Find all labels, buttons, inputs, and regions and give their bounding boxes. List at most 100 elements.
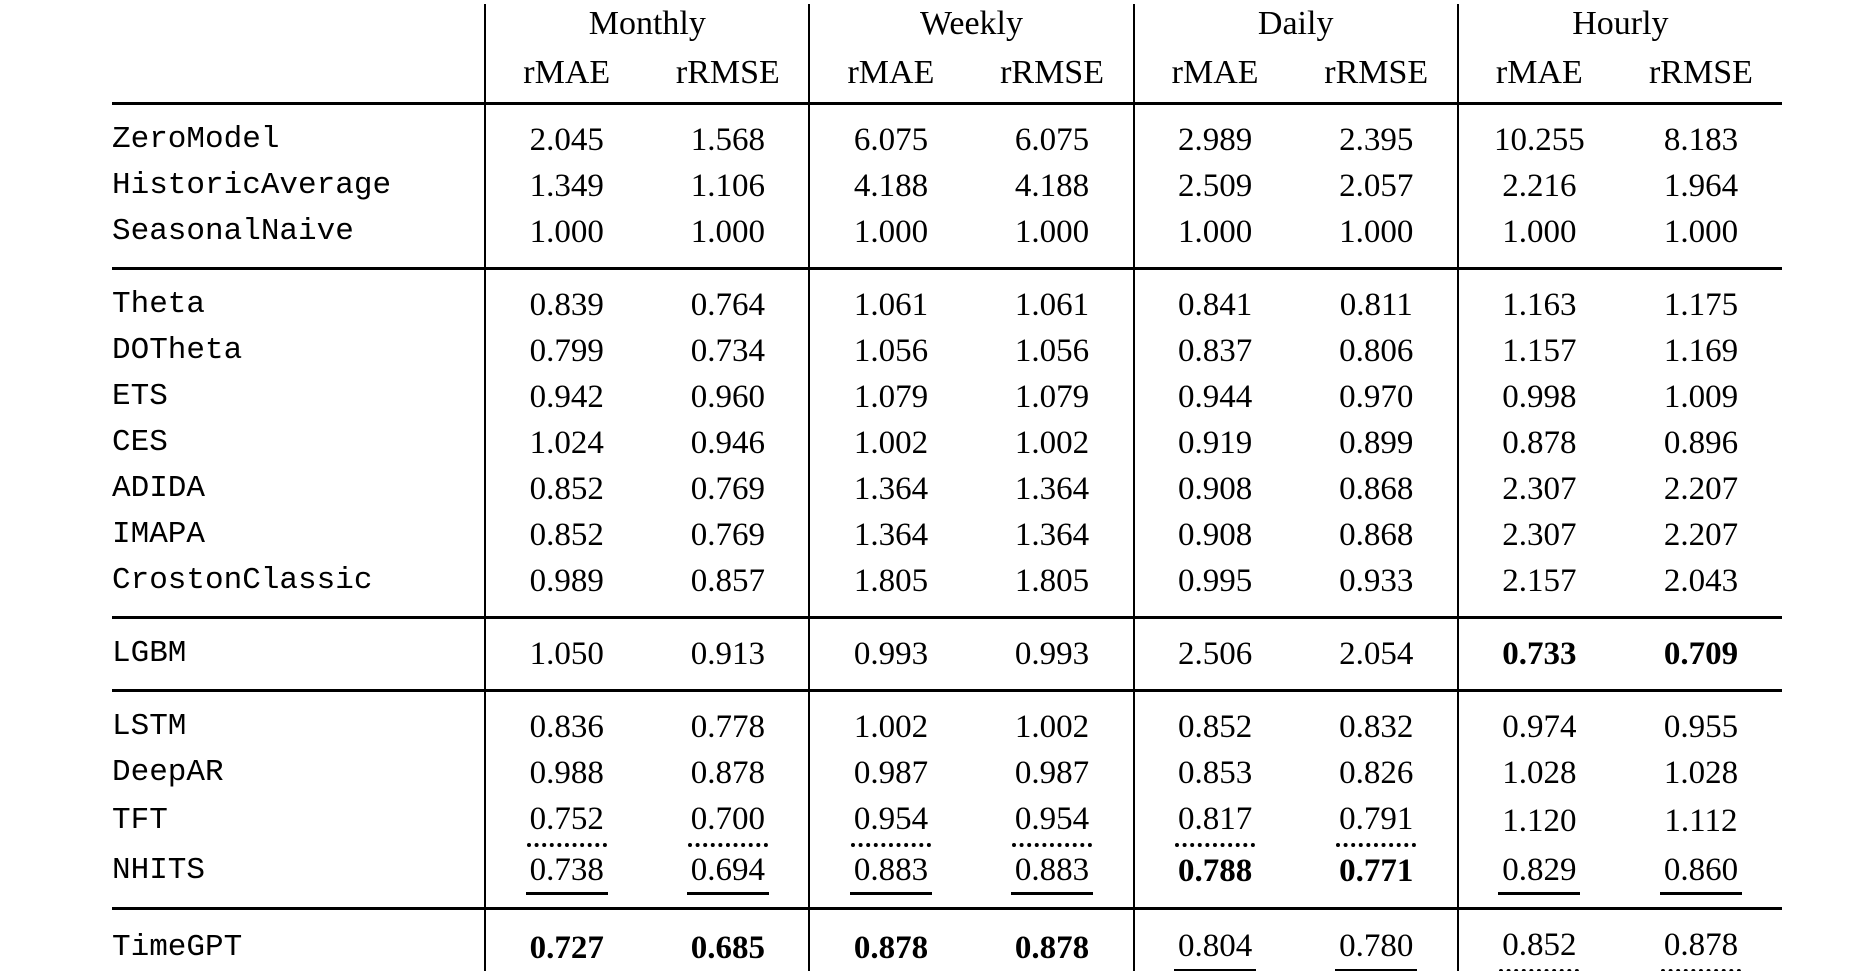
metric-value: 1.079: [1014, 379, 1090, 415]
metric-value: 0.811: [1339, 287, 1413, 323]
model-name-cell: CES: [112, 425, 168, 460]
metric-value: 0.826: [1339, 755, 1414, 791]
metric-value-cell: 0.987: [971, 750, 1133, 796]
subheader-hourly-rmae: rMAE: [1456, 44, 1620, 104]
metric-value-cell: 1.349: [484, 163, 648, 209]
metric-value: 0.933: [1339, 563, 1414, 599]
metric-value-cell: 0.908: [1132, 466, 1296, 512]
metric-value-cell: 8.183: [1619, 102, 1782, 163]
subheader-daily-rmae: rMAE: [1132, 44, 1296, 104]
metric-value: 0.837: [1178, 333, 1253, 369]
subheader-weekly-rrmse: rRMSE: [1000, 54, 1104, 91]
metric-value-cell: 1.002: [808, 689, 972, 750]
metric-value: 0.960: [690, 379, 765, 415]
table-row: NHITS 0.738 0.694 0.883 0.883 0.788 0.771 0.829…: [112, 846, 1782, 909]
metric-value-cell: 0.993: [971, 616, 1134, 691]
header-metric-row: rMAE rRMSE rMAE rRMSE rMAE rRMSE rMAE rR…: [112, 44, 1782, 104]
metric-value-cell: 2.509: [1132, 163, 1296, 209]
metric-value-cell: 0.987: [808, 750, 972, 796]
metric-value-cell: 2.045: [484, 102, 648, 163]
metric-value: 0.883: [1010, 852, 1094, 896]
metric-value-cell: 1.805: [971, 558, 1133, 618]
metric-value: 0.987: [853, 755, 929, 791]
corner-cell: [112, 44, 485, 104]
table-row: TFT 0.752 0.700 0.954 0.954 0.817 0.791 1.120 1.…: [112, 796, 1782, 847]
model-name-cell: LGBM: [112, 616, 486, 691]
metric-value-cell: 0.944: [1132, 374, 1296, 420]
metric-value-cell: 0.974: [1456, 689, 1620, 750]
metric-value: 1.169: [1663, 333, 1739, 369]
metric-value: 0.806: [1339, 333, 1414, 369]
metric-value: 8.183: [1663, 122, 1739, 158]
table-row: CES 1.024 0.946 1.002 1.002 0.919 0.899 0.878 0.…: [112, 420, 1782, 466]
metric-value-cell: 2.989: [1132, 102, 1296, 163]
metric-value: 0.899: [1339, 425, 1414, 461]
table-row: LSTM 0.836 0.778 1.002 1.002 0.852 0.832 0.974 0…: [112, 689, 1782, 750]
model-name-cell: ADIDA: [112, 471, 206, 506]
metric-value: 1.805: [853, 563, 929, 599]
subheader-daily-rrmse: rRMSE: [1324, 54, 1429, 91]
metric-value-cell: 2.207: [1620, 512, 1782, 558]
metric-value-cell: 0.878: [1456, 420, 1620, 466]
metric-value: 0.839: [529, 287, 604, 323]
group-header-weekly: Weekly: [808, 4, 1134, 44]
metric-value-cell: 0.993: [808, 616, 972, 691]
metric-value: 0.764: [690, 287, 765, 323]
metric-value-cell: 1.002: [971, 689, 1134, 750]
metric-value-cell: 0.878: [647, 750, 809, 796]
table-row: DOTheta 0.799 0.734 1.056 1.056 0.837 0.806 1.1…: [112, 328, 1782, 374]
metric-value-cell: 0.988: [484, 750, 648, 796]
metric-value: 2.157: [1502, 563, 1577, 599]
metric-value-cell: 0.998: [1456, 374, 1620, 420]
metric-value: 1.157: [1502, 333, 1577, 369]
metric-value: 1.364: [853, 471, 929, 507]
metric-value-cell: 0.780: [1295, 907, 1458, 971]
metric-value: 0.878: [1014, 929, 1090, 966]
metric-value: 0.780: [1335, 929, 1418, 971]
metric-value-cell: 0.764: [647, 267, 810, 328]
metric-value-cell: 0.908: [1132, 512, 1296, 558]
metric-value-cell: 1.079: [971, 374, 1133, 420]
metric-value: 2.506: [1178, 636, 1253, 672]
table-body: ZeroModel 2.045 1.568 6.075 6.075 2.989 2.395 1…: [112, 102, 1782, 971]
metric-value-cell: 0.841: [1132, 267, 1296, 328]
metric-value: 6.075: [1014, 122, 1090, 158]
metric-value-cell: 0.955: [1619, 689, 1782, 750]
metric-value-cell: 0.788: [1132, 846, 1296, 909]
metric-value: 1.009: [1663, 379, 1739, 415]
metric-value-cell: 0.919: [1132, 420, 1296, 466]
metric-value: 0.944: [1178, 379, 1253, 415]
metric-value: 2.216: [1502, 168, 1577, 204]
metric-value-cell: 0.878: [808, 907, 972, 971]
metric-value: 2.057: [1339, 168, 1414, 204]
metric-value: 1.568: [690, 122, 765, 158]
metric-value: 1.000: [1178, 214, 1253, 250]
metric-value: 0.752: [526, 802, 607, 847]
metric-value-cell: 1.364: [808, 466, 972, 512]
metric-value-cell: 1.364: [971, 466, 1133, 512]
metric-value-cell: 1.056: [971, 328, 1133, 374]
metric-value: 0.860: [1659, 852, 1743, 896]
metric-value: 0.836: [529, 709, 604, 745]
metric-value-cell: 1.002: [808, 420, 972, 466]
metric-value-cell: 1.106: [647, 163, 809, 209]
metric-value-cell: 1.028: [1620, 750, 1782, 796]
metric-value: 1.000: [690, 214, 765, 250]
metric-value: 0.989: [529, 563, 604, 599]
metric-value: 0.804: [1174, 929, 1257, 971]
metric-value-cell: 0.878: [1619, 907, 1782, 971]
model-name-cell: DeepAR: [112, 755, 224, 790]
metric-value: 1.000: [1502, 214, 1577, 250]
metric-value: 0.852: [529, 517, 604, 553]
metric-value-cell: 1.056: [808, 328, 972, 374]
metric-value: 2.043: [1663, 563, 1739, 599]
metric-value: 1.056: [853, 333, 929, 369]
model-name-cell: ETS: [112, 379, 168, 414]
metric-value: 0.998: [1502, 379, 1577, 415]
metric-value-cell: 1.050: [484, 616, 648, 691]
metric-value: 0.832: [1339, 709, 1414, 745]
metric-value: 1.061: [853, 287, 929, 323]
metric-value: 0.700: [687, 802, 768, 847]
subheader-weekly-rmae: rMAE: [808, 44, 972, 104]
metric-value-cell: 0.826: [1296, 750, 1458, 796]
